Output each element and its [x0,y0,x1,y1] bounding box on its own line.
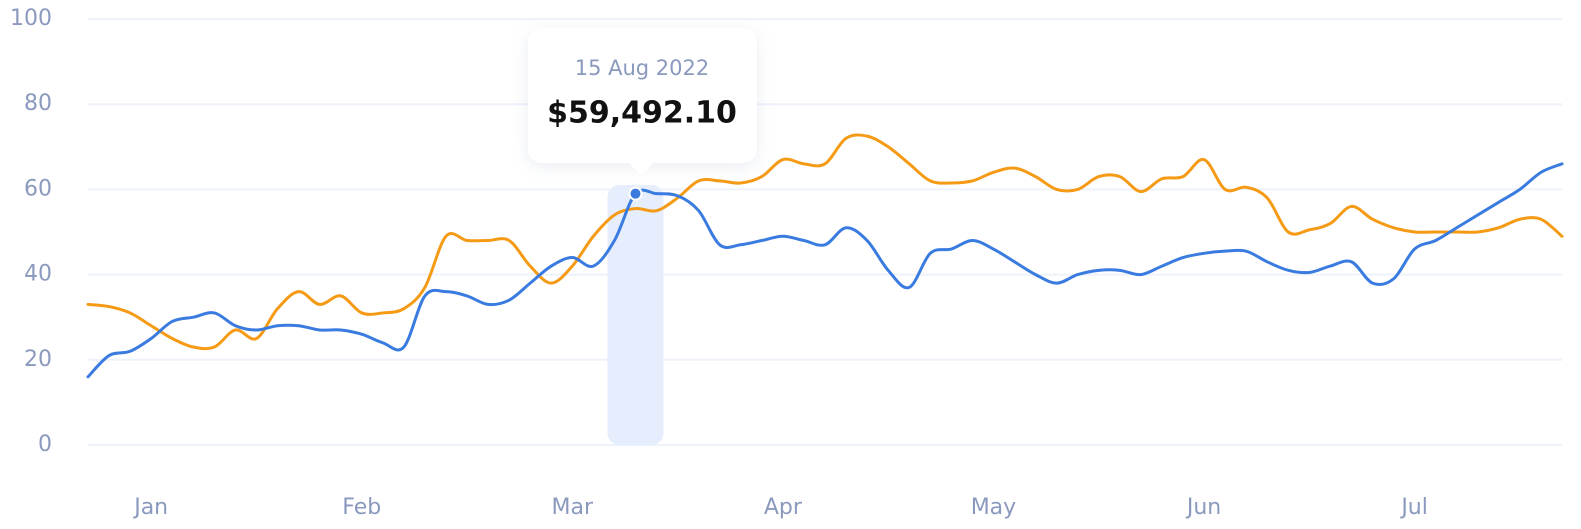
hover-point [628,186,643,201]
y-tick-label: 60 [24,176,52,201]
y-tick-label: 80 [24,91,52,116]
x-tick-label: Jun [1185,495,1221,520]
tooltip-value: $59,492.10 [547,96,737,131]
tooltip: 15 Aug 2022 $59,492.10 [528,28,757,176]
tooltip-box [528,28,757,163]
y-tick-label: 0 [38,432,52,457]
x-tick-label: Jan [132,495,168,520]
hover-band [607,185,664,445]
x-tick-label: Mar [552,495,594,520]
x-tick-label: Apr [764,495,803,520]
x-tick-label: Feb [342,495,381,520]
x-tick-label: May [971,495,1016,520]
tooltip-pointer [628,162,654,176]
tooltip-date: 15 Aug 2022 [575,56,710,80]
x-tick-label: Jul [1399,495,1428,520]
y-tick-label: 40 [24,262,52,287]
y-tick-label: 20 [24,347,52,372]
line [86,133,1564,351]
y-tick-label: 100 [10,6,52,31]
line [86,162,1564,379]
